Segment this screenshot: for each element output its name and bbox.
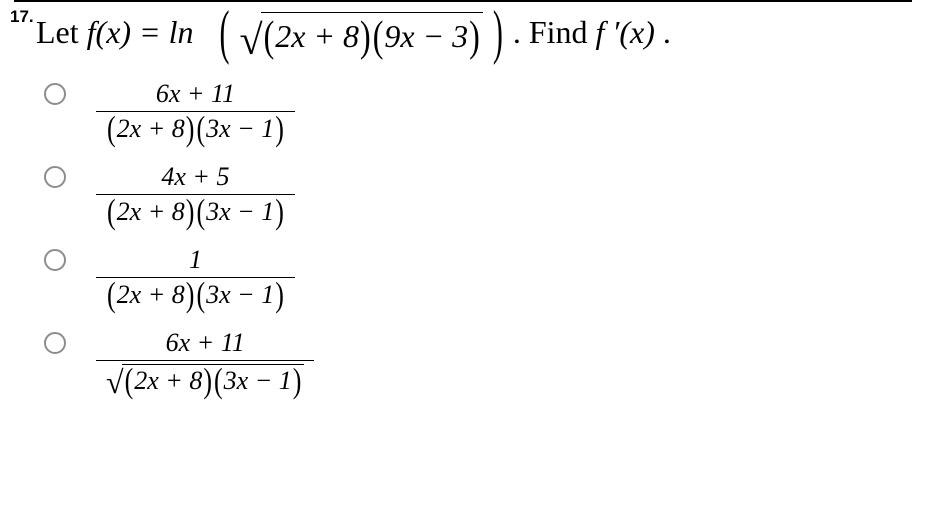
radio-icon[interactable] [44,166,66,188]
options-list: 6x + 11 (2x + 8)(3x − 1) 4x + 5 (2x + 8)… [36,79,926,396]
lparen-icon: ( [195,275,206,316]
lparen-icon: ( [106,275,117,316]
func-lhs: f(x) = ln [87,14,194,50]
lparen-icon: ( [263,6,276,66]
rparen-icon: ) [274,109,285,150]
rparen-icon: ) [292,361,303,402]
lparen-icon: ( [195,192,206,233]
rparen-icon: ) [202,361,213,402]
sqrt: √ (2x + 8)(9x − 3) [240,12,483,59]
rparen-icon: ) [185,275,196,316]
question-prompt: Let f(x) = ln ( √ (2x + 8)(9x − 3) ) . F… [36,4,926,65]
prompt-prefix: Let [36,14,87,50]
question-body: Let f(x) = ln ( √ (2x + 8)(9x − 3) ) . F… [36,4,926,414]
numerator: 6x + 11 [96,79,295,111]
rparen-icon: ) [359,6,372,66]
rparen-icon: ) [468,6,481,66]
lparen-icon: ( [124,361,135,402]
fraction: 6x + 11 (2x + 8)(3x − 1) [96,79,295,144]
lparen-icon: ( [195,109,206,150]
denominator: √ (2x + 8)(3x − 1) [96,360,314,396]
find-expr: f ′(x) [596,14,655,50]
question-container: 17. Let f(x) = ln ( √ (2x + 8)(9x − 3) )… [0,2,926,414]
fraction: 1 (2x + 8)(3x − 1) [96,245,295,310]
denominator: (2x + 8)(3x − 1) [96,194,295,227]
denominator: (2x + 8)(3x − 1) [96,111,295,144]
big-rparen-icon: ) [491,0,505,76]
option-math: 6x + 11 √ (2x + 8)(3x − 1) [96,328,314,396]
numerator: 1 [96,245,295,277]
option-4[interactable]: 6x + 11 √ (2x + 8)(3x − 1) [36,328,926,396]
den-a: 2x + 8 [117,114,185,143]
expr-a: 2x + 8 [275,18,359,54]
prompt-end: . [663,14,671,50]
radio-icon[interactable] [44,332,66,354]
big-lparen-icon: ( [218,0,232,76]
lparen-icon: ( [106,192,117,233]
lparen-icon: ( [106,109,117,150]
radio-icon[interactable] [44,249,66,271]
radicand: (2x + 8)(3x − 1) [122,364,305,396]
prompt-suffix: . Find [513,14,596,50]
option-math: 4x + 5 (2x + 8)(3x − 1) [96,162,295,227]
den-a: 2x + 8 [134,366,202,395]
denominator: (2x + 8)(3x − 1) [96,277,295,310]
fraction: 4x + 5 (2x + 8)(3x − 1) [96,162,295,227]
den-a: 2x + 8 [117,197,185,226]
fraction: 6x + 11 √ (2x + 8)(3x − 1) [96,328,314,396]
question-number: 17. [10,4,36,25]
radio-icon[interactable] [44,83,66,105]
lparen-icon: ( [213,361,224,402]
lparen-icon: ( [372,6,385,66]
den-b: 3x − 1 [224,366,292,395]
rparen-icon: ) [274,192,285,233]
radicand: (2x + 8)(9x − 3) [261,12,483,59]
den-a: 2x + 8 [117,280,185,309]
option-3[interactable]: 1 (2x + 8)(3x − 1) [36,245,926,310]
numerator: 6x + 11 [96,328,314,360]
rparen-icon: ) [185,192,196,233]
den-b: 3x − 1 [206,114,274,143]
den-b: 3x − 1 [206,280,274,309]
option-math: 1 (2x + 8)(3x − 1) [96,245,295,310]
rparen-icon: ) [185,109,196,150]
surd-icon: √ [240,26,263,60]
option-math: 6x + 11 (2x + 8)(3x − 1) [96,79,295,144]
den-b: 3x − 1 [206,197,274,226]
option-1[interactable]: 6x + 11 (2x + 8)(3x − 1) [36,79,926,144]
option-2[interactable]: 4x + 5 (2x + 8)(3x − 1) [36,162,926,227]
expr-b: 9x − 3 [384,18,468,54]
numerator: 4x + 5 [96,162,295,194]
space [202,14,210,50]
sqrt: √ (2x + 8)(3x − 1) [106,364,304,396]
rparen-icon: ) [274,275,285,316]
